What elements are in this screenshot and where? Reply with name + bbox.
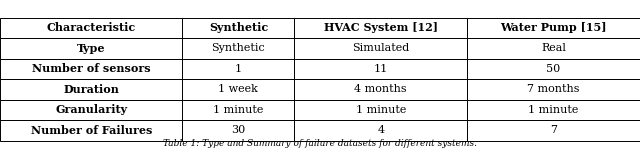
Bar	[182, 79, 294, 100]
Text: Number of Failures: Number of Failures	[31, 125, 152, 136]
Text: HVAC System [12]: HVAC System [12]	[324, 22, 438, 33]
Bar	[0, 79, 182, 100]
Bar	[0, 100, 182, 120]
Bar	[182, 38, 294, 59]
Bar	[0, 38, 182, 59]
Text: 7: 7	[550, 125, 557, 135]
Text: 50: 50	[547, 64, 561, 74]
Bar	[294, 100, 467, 120]
Bar	[467, 120, 640, 141]
Text: Synthetic: Synthetic	[212, 44, 265, 53]
Bar	[294, 38, 467, 59]
Text: Granularity: Granularity	[55, 104, 127, 115]
Bar	[0, 120, 182, 141]
Text: Duration: Duration	[63, 84, 119, 95]
Text: Characteristic: Characteristic	[47, 22, 136, 33]
Bar	[182, 100, 294, 120]
Text: 30: 30	[231, 125, 246, 135]
Bar	[467, 38, 640, 59]
Bar	[182, 120, 294, 141]
Bar	[294, 18, 467, 38]
Text: Water Pump [15]: Water Pump [15]	[500, 22, 607, 33]
Text: 1: 1	[235, 64, 242, 74]
Text: Type: Type	[77, 43, 106, 54]
Text: Table 1: Type and Summary of failure datasets for different systems.: Table 1: Type and Summary of failure dat…	[163, 139, 477, 148]
Text: 7 months: 7 months	[527, 84, 580, 94]
Bar	[467, 59, 640, 79]
Text: Real: Real	[541, 44, 566, 53]
Text: 1 minute: 1 minute	[529, 105, 579, 115]
Text: 11: 11	[374, 64, 388, 74]
Bar	[0, 18, 182, 38]
Bar	[182, 59, 294, 79]
Bar	[294, 120, 467, 141]
Bar	[294, 79, 467, 100]
Bar	[182, 18, 294, 38]
Text: 4: 4	[377, 125, 385, 135]
Text: Synthetic: Synthetic	[209, 22, 268, 33]
Text: 1 minute: 1 minute	[356, 105, 406, 115]
Text: 1 week: 1 week	[218, 84, 259, 94]
Bar	[0, 59, 182, 79]
Bar	[294, 59, 467, 79]
Text: Number of sensors: Number of sensors	[32, 63, 150, 74]
Text: 1 minute: 1 minute	[213, 105, 264, 115]
Text: Simulated: Simulated	[352, 44, 410, 53]
Bar	[467, 18, 640, 38]
Bar	[467, 100, 640, 120]
Bar	[467, 79, 640, 100]
Text: 4 months: 4 months	[355, 84, 407, 94]
